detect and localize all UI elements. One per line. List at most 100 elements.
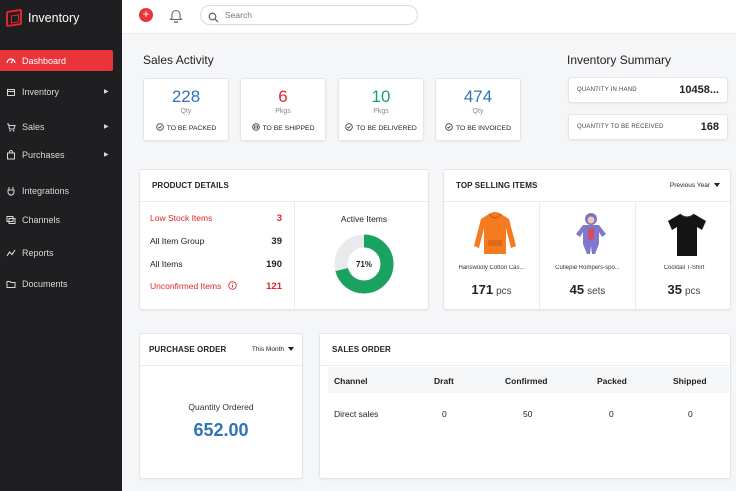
activity-value: 228 xyxy=(171,87,201,106)
item-name: Cutiepie Rompers-spo... xyxy=(555,265,620,271)
quantity-to-be-received-row: QUANTITY TO BE RECEIVED 168 xyxy=(568,114,728,140)
item-qty: 171 pcs xyxy=(444,282,539,297)
folder-icon xyxy=(5,278,16,289)
truck-circle-icon xyxy=(251,123,260,133)
check-circle-icon xyxy=(445,123,453,133)
filter-label: This Month xyxy=(251,346,284,353)
table-header: Channel Draft Confirmed Packed Shipped xyxy=(328,367,729,393)
table-cell: 0 xyxy=(442,409,447,419)
caret-down-icon xyxy=(714,183,720,188)
sidebar-item-reports[interactable]: Reports xyxy=(0,242,122,263)
qty-unit: sets xyxy=(587,286,606,297)
panel-title: TOP SELLING ITEMS xyxy=(456,181,538,190)
column-header: Draft xyxy=(434,376,454,386)
chevron-right-icon: ▶ xyxy=(104,89,109,95)
row-label: Unconfirmed Items xyxy=(150,281,222,291)
logo-icon xyxy=(6,8,22,28)
panel-title: PURCHASE ORDER xyxy=(149,345,227,354)
quantity-in-hand-row: QUANTITY IN HAND 10458... xyxy=(568,77,728,103)
panel-title: PRODUCT DETAILS xyxy=(152,181,229,190)
activity-unit: Qty xyxy=(472,108,484,115)
active-items-title: Active Items xyxy=(340,214,388,224)
table-cell: 0 xyxy=(609,409,614,419)
sidebar-item-inventory[interactable]: Inventory ▶ xyxy=(0,81,122,102)
sales-activity-title: Sales Activity xyxy=(143,53,214,67)
activity-card-to-be-shipped[interactable]: 6 Pkgs TO BE SHIPPED xyxy=(240,78,326,141)
all-items-row[interactable]: All Items 190 xyxy=(150,259,282,270)
activity-unit: Pkgs xyxy=(373,108,389,115)
quantity-ordered-value: 652.00 xyxy=(193,420,249,440)
table-cell: 50 xyxy=(523,409,533,419)
activity-card-to-be-invoiced[interactable]: 474 Qty TO BE INVOICED xyxy=(435,78,521,141)
unconfirmed-items-row[interactable]: Unconfirmed Items 121 xyxy=(150,281,282,292)
brand[interactable]: Inventory xyxy=(0,0,122,36)
qty-unit: pcs xyxy=(496,286,512,297)
product-details-panel: PRODUCT DETAILS Low Stock Items 3 All It… xyxy=(139,169,429,310)
search-input[interactable] xyxy=(225,8,405,22)
sidebar-item-label: Documents xyxy=(22,278,68,289)
sidebar-item-channels[interactable]: Channels xyxy=(0,209,122,230)
search-icon xyxy=(208,10,219,23)
row-value: 3 xyxy=(276,213,282,224)
sidebar-item-label: Integrations xyxy=(22,185,70,196)
row-label: Low Stock Items xyxy=(150,213,213,223)
column-header: Shipped xyxy=(673,376,707,386)
bell-icon[interactable] xyxy=(169,8,183,23)
activity-card-to-be-delivered[interactable]: 10 Pkgs TO BE DELIVERED xyxy=(338,78,424,141)
row-label: All Items xyxy=(150,259,183,269)
row-value: 39 xyxy=(271,236,282,247)
activity-label-row: TO BE PACKED xyxy=(144,123,228,133)
sidebar-item-dashboard[interactable]: Dashboard xyxy=(0,50,113,71)
donut-label: 71% xyxy=(356,260,372,269)
activity-label-row: TO BE INVOICED xyxy=(436,123,520,133)
sidebar-item-sales[interactable]: Sales ▶ xyxy=(0,116,122,137)
row-value: 190 xyxy=(266,259,282,270)
activity-card-to-be-packed[interactable]: 228 Qty TO BE PACKED xyxy=(143,78,229,141)
sidebar-item-integrations[interactable]: Integrations xyxy=(0,180,122,201)
cart-icon xyxy=(5,121,16,132)
top-item[interactable]: Hanswooly Cotton Cas... 171 pcs xyxy=(444,202,540,309)
top-item[interactable]: Cutiepie Rompers-spo... 45 sets xyxy=(540,202,636,309)
activity-label: TO BE INVOICED xyxy=(455,124,511,132)
activity-value: 6 xyxy=(278,87,288,106)
check-circle-icon xyxy=(345,123,353,133)
info-icon[interactable] xyxy=(227,281,237,292)
item-name: Hanswooly Cotton Cas... xyxy=(458,265,525,271)
qty-value: 35 xyxy=(667,282,682,297)
low-stock-row[interactable]: Low Stock Items 3 xyxy=(150,213,282,224)
period-filter-dropdown[interactable]: Previous Year xyxy=(670,182,720,189)
row-value: 121 xyxy=(266,281,282,292)
sidebar-item-documents[interactable]: Documents xyxy=(0,273,122,294)
row-label-wrap: Unconfirmed Items xyxy=(150,281,237,292)
period-filter-dropdown[interactable]: This Month xyxy=(252,346,294,353)
sidebar-item-purchases[interactable]: Purchases ▶ xyxy=(0,144,122,165)
column-header: Channel xyxy=(334,376,368,386)
channels-icon xyxy=(5,214,16,225)
activity-label-row: TO BE SHIPPED xyxy=(241,123,325,133)
app-name: Inventory xyxy=(28,11,80,25)
hoodie-image xyxy=(474,212,516,254)
top-item[interactable]: Cocktail T-Shirt 35 pcs xyxy=(636,202,732,309)
add-button[interactable]: + xyxy=(139,8,153,22)
caret-down-icon xyxy=(288,347,294,352)
romper-image xyxy=(576,213,606,254)
column-header: Confirmed xyxy=(505,376,548,386)
chevron-right-icon: ▶ xyxy=(104,152,109,158)
sidebar-item-label: Reports xyxy=(22,247,54,258)
donut-fill xyxy=(334,234,394,294)
item-name: Cocktail T-Shirt xyxy=(663,265,705,271)
activity-label-row: TO BE DELIVERED xyxy=(339,123,423,133)
chevron-right-icon: ▶ xyxy=(104,124,109,130)
sidebar-item-label: Purchases xyxy=(22,149,65,160)
filter-label: Previous Year xyxy=(669,182,710,189)
activity-unit: Qty xyxy=(180,108,192,115)
inv-value: 168 xyxy=(700,121,719,133)
activity-value: 474 xyxy=(463,87,493,106)
item-group-row[interactable]: All Item Group 39 xyxy=(150,236,282,247)
activity-unit: Pkgs xyxy=(275,108,291,115)
qty-unit: pcs xyxy=(684,286,701,297)
tshirt-image xyxy=(668,213,706,256)
sidebar-item-label: Dashboard xyxy=(22,55,67,66)
table-cell: Direct sales xyxy=(334,409,379,419)
inv-label: QUANTITY TO BE RECEIVED xyxy=(577,124,664,130)
